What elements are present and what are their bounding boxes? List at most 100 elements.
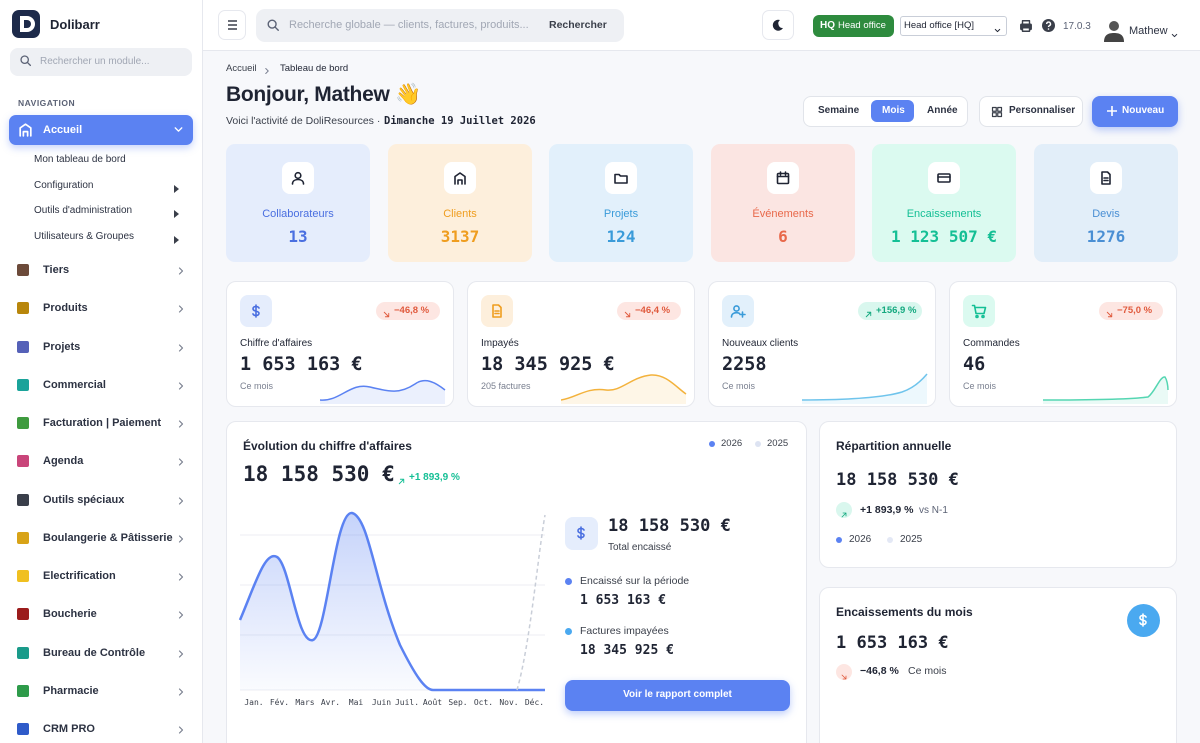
stat-label: Collaborateurs [262, 208, 334, 220]
stat-value: 6 [778, 227, 788, 246]
line-2025 [516, 514, 546, 691]
menu-item[interactable]: Agenda [43, 455, 84, 468]
report-button-label: Voir le rapport complet [623, 689, 732, 700]
menu-item[interactable]: Commercial [43, 378, 106, 391]
summary-item-label: Factures impayées [580, 625, 669, 637]
month-label: Jan. [244, 698, 264, 707]
month-label: Fév. [269, 698, 290, 707]
kpi-value: 2258 [722, 354, 767, 375]
entity-code: HQ [820, 20, 835, 31]
menu-icon [17, 531, 29, 544]
menu-item-active[interactable] [9, 115, 193, 145]
stat-card[interactable] [388, 144, 532, 262]
kpi-change: −46,8 % [394, 305, 430, 316]
legend-label: 2026 [721, 438, 743, 449]
entity-select-text: Head office [HQ] [904, 20, 975, 31]
menu-icon [17, 378, 29, 391]
monthly-value: 1 653 163 € [836, 633, 949, 653]
theme-toggle[interactable] [762, 10, 794, 40]
greeting: Bonjour, Mathew 👋 [226, 83, 421, 106]
period-button[interactable]: Année [927, 105, 958, 116]
help-icon[interactable] [1042, 19, 1055, 32]
month-label: Déc. [524, 698, 545, 707]
stat-card[interactable] [711, 144, 855, 262]
month-label: Mai [348, 698, 364, 707]
summary-dot [565, 628, 572, 635]
menu-icon [17, 723, 29, 735]
breadcrumb-current: Tableau de bord [280, 63, 349, 74]
submenu-item[interactable]: Outils d'administration [34, 205, 133, 216]
stat-card[interactable] [549, 144, 693, 262]
new-button[interactable] [1092, 96, 1178, 127]
version: 17.0.3 [1063, 21, 1091, 32]
period-button[interactable]: Mois [882, 105, 905, 116]
menu-chevron [175, 494, 187, 512]
global-search[interactable] [256, 9, 624, 42]
menu-chevron [175, 570, 187, 588]
submenu-item[interactable]: Mon tableau de bord [34, 154, 126, 165]
entity-badge[interactable] [813, 15, 894, 37]
avatar [1103, 18, 1125, 42]
stat-label: Clients [443, 208, 477, 220]
kpi-label: Chiffre d'affaires [240, 338, 313, 349]
breadcrumb-link[interactable]: Accueil [226, 63, 257, 74]
menu-item[interactable]: Outils spéciaux [43, 493, 125, 506]
menu-item[interactable]: Boucherie [43, 608, 97, 621]
monthly-card [819, 587, 1177, 743]
submenu-item[interactable]: Utilisateurs & Groupes [34, 231, 135, 242]
kpi-label: Nouveaux clients [722, 338, 799, 349]
kpi-change: −46,4 % [635, 305, 671, 316]
kpi-change-badge [1099, 302, 1163, 320]
menu-toggle[interactable] [218, 10, 246, 40]
month-label: Nov. [499, 698, 519, 707]
monthly-icon [1127, 604, 1160, 637]
period-button[interactable]: Semaine [818, 105, 860, 116]
menu-item[interactable]: Pharmacie [43, 684, 99, 697]
kpi-label: Impayés [481, 338, 519, 349]
logo [12, 10, 40, 38]
kpi-change-badge [858, 302, 922, 320]
submenu-item[interactable]: Configuration [34, 180, 94, 191]
kpi-change: −75,0 % [1117, 305, 1153, 316]
month-label: Août [422, 698, 443, 707]
print-icon[interactable] [1019, 19, 1033, 38]
monthly-change-badge [836, 664, 852, 680]
revenue-total: 18 158 530 € [243, 462, 395, 486]
kpi-note: Ce mois [963, 381, 997, 391]
customize-button[interactable] [979, 96, 1083, 127]
menu-item[interactable]: Tiers [43, 264, 70, 276]
menu-icon [17, 340, 29, 353]
menu-item[interactable]: Facturation | Paiement [43, 417, 161, 429]
kpi-label: Commandes [963, 338, 1020, 349]
stat-card[interactable] [872, 144, 1016, 262]
entity-select[interactable] [900, 16, 1007, 36]
month-label: Sep. [448, 698, 468, 707]
menu-item[interactable]: CRM PRO [43, 723, 95, 735]
menu-item[interactable]: Boulangerie & Pâtisserie [43, 531, 173, 544]
monthly-note: Ce mois [908, 665, 947, 677]
menu-chevron [175, 723, 187, 741]
stat-value: 124 [606, 227, 636, 246]
revenue-change: +1 893,9 % [409, 472, 460, 483]
menu-chevron [175, 455, 187, 473]
annual-change-badge [836, 502, 852, 518]
module-search[interactable] [10, 48, 192, 76]
breadcrumb-sep [262, 63, 272, 81]
report-button[interactable] [565, 680, 790, 711]
new-label: Nouveau [1122, 105, 1165, 116]
stat-label: Encaissements [906, 208, 982, 220]
menu-chevron [175, 532, 187, 550]
summary-icon [565, 517, 598, 550]
menu-item[interactable]: Bureau de Contrôle [43, 646, 146, 659]
menu-item[interactable]: Produits [43, 302, 88, 315]
stat-card[interactable] [226, 144, 370, 262]
summary-dot [565, 578, 572, 585]
menu-item[interactable]: Projets [43, 340, 81, 353]
kpi-value: 18 345 925 € [481, 354, 615, 375]
menu-item[interactable]: Electrification [43, 570, 116, 582]
search-button[interactable]: Rechercher [549, 19, 607, 31]
stat-card[interactable] [1034, 144, 1178, 262]
user-name[interactable]: Mathew [1129, 25, 1168, 37]
stat-label: Événements [752, 208, 814, 220]
date: Dimanche 19 Juillet 2026 [384, 115, 536, 127]
